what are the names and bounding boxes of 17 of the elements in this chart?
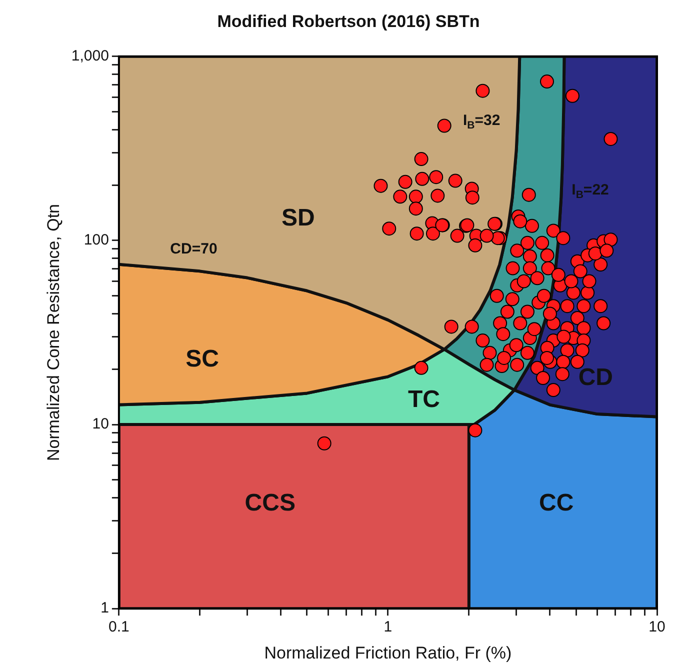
annotation: SD: [281, 204, 315, 232]
y-tick-label: 1,000: [71, 48, 109, 65]
y-tick-label: 1: [100, 600, 109, 617]
annotation: CC: [539, 489, 574, 516]
y-tick-label: 10: [92, 416, 109, 433]
x-tick-label: 1: [384, 618, 392, 636]
annotation: CD: [578, 364, 613, 391]
annotation: TC: [408, 386, 440, 414]
annotation: CCS: [244, 489, 296, 516]
y-axis-title: Normalized Cone Resistance, Qtn: [44, 204, 63, 462]
chart-title: Modified Robertson (2016) SBTn: [217, 12, 480, 31]
x-tick-label: 0.1: [108, 618, 130, 636]
y-tick-label: 100: [84, 232, 109, 249]
annotation: SC: [186, 346, 220, 373]
x-axis-title: Normalized Friction Ratio, Fr (%): [264, 643, 512, 662]
annotation: CD=70: [170, 240, 218, 258]
x-tick-label: 10: [648, 618, 666, 636]
